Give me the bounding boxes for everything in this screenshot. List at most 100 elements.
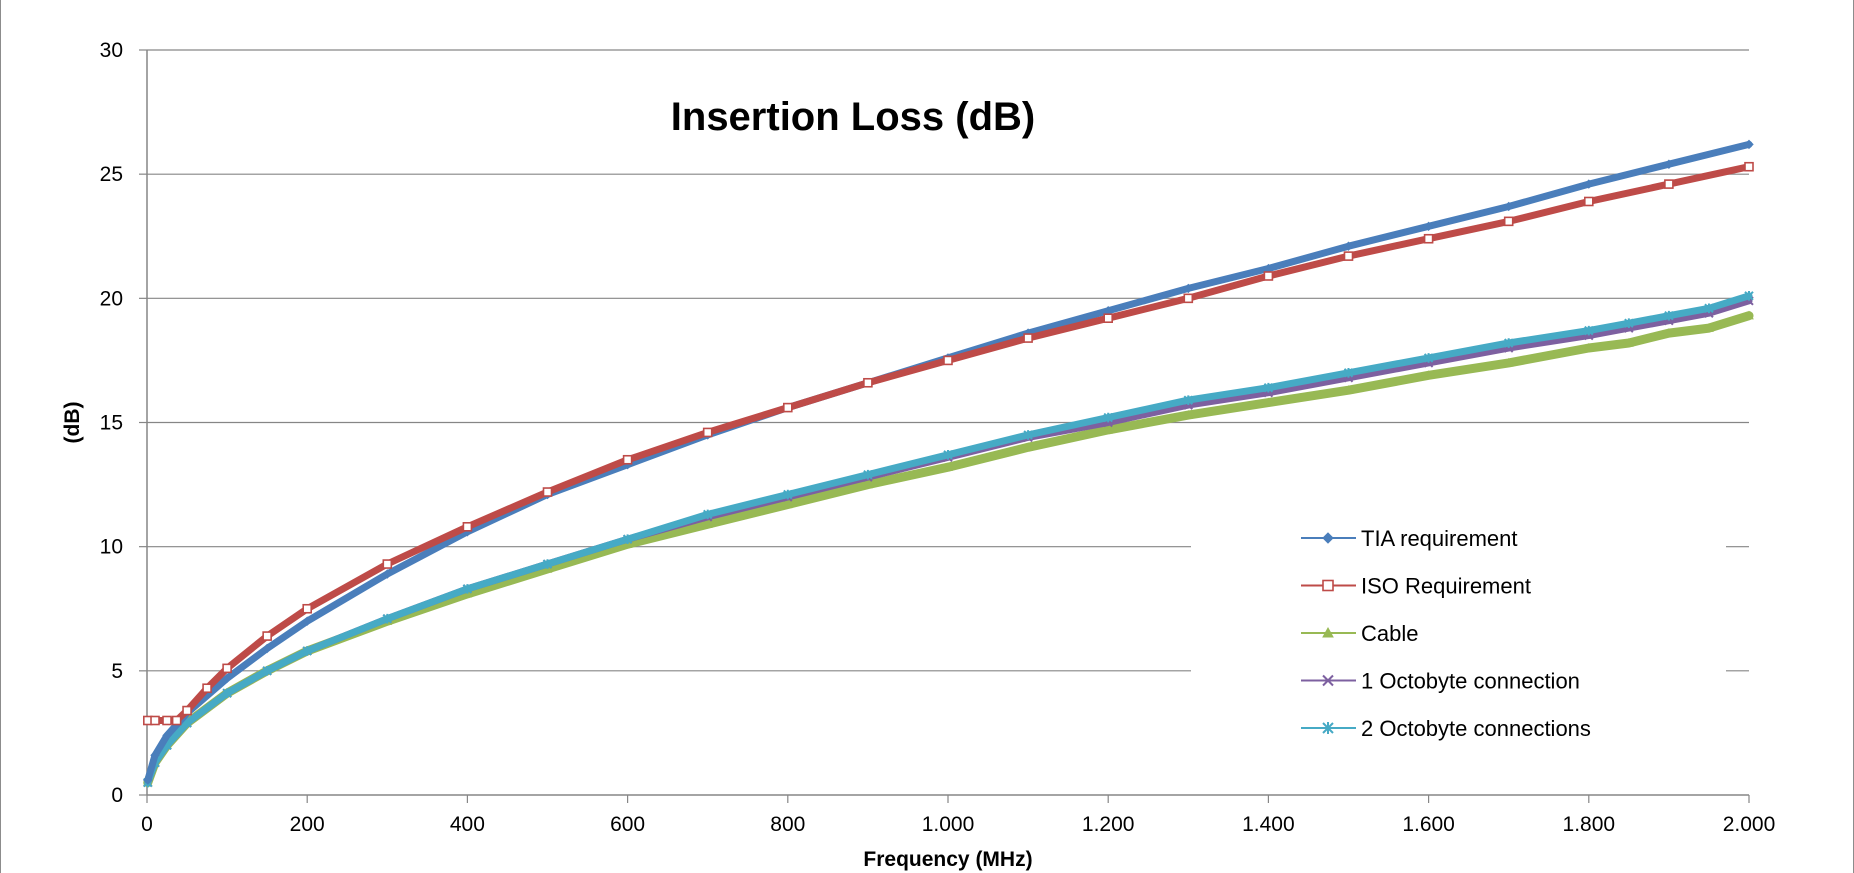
data-point — [542, 559, 553, 569]
data-point — [162, 715, 172, 726]
data-point — [302, 646, 312, 656]
legend-item: 2 Octobyte connections — [1301, 716, 1591, 741]
data-point — [1023, 442, 1033, 452]
y-tick-label: 5 — [111, 660, 123, 683]
x-tick-label: 1.800 — [1563, 813, 1616, 836]
x-tick-label: 1.200 — [1082, 813, 1135, 836]
data-point — [1583, 342, 1594, 352]
data-point — [1263, 382, 1274, 393]
data-point — [1103, 412, 1113, 423]
legend-marker — [1322, 626, 1334, 638]
y-tick-label: 30 — [100, 39, 123, 62]
data-point — [171, 715, 182, 726]
y-tick-labels: 0 5 10 15 20 25 30 — [100, 39, 123, 807]
data-point — [863, 377, 873, 388]
data-point — [1183, 410, 1194, 419]
legend-marker — [1322, 579, 1334, 592]
legend-label: 2 Octobyte connections — [1361, 716, 1591, 741]
data-point — [1343, 241, 1354, 251]
data-point — [1584, 325, 1594, 336]
data-point — [1023, 430, 1033, 440]
x-tick-label: 1.000 — [922, 813, 975, 836]
data-point — [1704, 303, 1714, 314]
y-tick-label: 0 — [111, 784, 123, 807]
data-point — [1263, 271, 1274, 281]
data-point — [182, 705, 192, 716]
data-point — [702, 427, 713, 438]
legend-label: Cable — [1361, 621, 1418, 646]
data-point — [1183, 283, 1194, 294]
x-tick-label: 200 — [290, 813, 325, 836]
data-point — [1624, 338, 1634, 347]
data-point — [702, 509, 713, 520]
data-point — [1744, 139, 1754, 150]
data-point — [702, 519, 713, 529]
data-point — [1263, 397, 1274, 407]
data-point — [222, 688, 232, 698]
data-point — [1023, 333, 1033, 343]
data-point — [1423, 353, 1434, 363]
legend-item: ISO Requirement — [1301, 574, 1531, 599]
series-iso-requirement — [143, 161, 1754, 726]
data-point — [1503, 357, 1514, 367]
data-point — [1704, 323, 1714, 332]
x-tick-label: 600 — [610, 813, 645, 836]
data-point — [143, 775, 153, 785]
data-point — [162, 730, 172, 741]
data-point — [222, 663, 232, 674]
legend-item: 1 Octobyte connection — [1301, 669, 1580, 694]
data-point — [1744, 310, 1754, 320]
data-point — [1343, 368, 1354, 378]
data-point — [1584, 196, 1594, 207]
data-point — [150, 715, 160, 726]
data-point — [462, 584, 473, 594]
data-point — [1343, 251, 1354, 261]
data-point — [382, 569, 393, 579]
data-point — [1744, 291, 1754, 301]
series-lines — [142, 139, 1754, 788]
data-point — [1664, 310, 1674, 321]
data-point — [1584, 179, 1594, 189]
legend-marker — [1322, 532, 1334, 544]
data-point — [382, 613, 393, 624]
data-point — [542, 487, 553, 497]
data-point — [1503, 216, 1514, 227]
series-2-octobyte-connections — [143, 291, 1754, 788]
data-point — [1103, 424, 1114, 434]
x-axis-title: Frequency (MHz) — [863, 848, 1032, 871]
legend-label: ISO Requirement — [1361, 574, 1531, 599]
data-point — [1664, 328, 1674, 337]
y-axis-title: (dB) — [61, 402, 84, 444]
legend-marker — [1322, 722, 1334, 734]
legend-background — [1191, 496, 1726, 744]
data-point — [782, 499, 793, 509]
legend: TIA requirement ISO Requirement Cable 1 Oct… — [1301, 526, 1591, 741]
data-point — [1103, 313, 1113, 324]
data-point — [302, 616, 312, 626]
data-point — [622, 534, 633, 545]
axes — [146, 50, 1749, 796]
data-point — [1423, 221, 1434, 232]
data-point — [1343, 385, 1354, 394]
data-point — [382, 559, 393, 569]
data-point — [1503, 201, 1514, 212]
data-point — [202, 683, 212, 694]
legend-label: TIA requirement — [1361, 526, 1518, 551]
data-point — [262, 631, 272, 641]
data-point — [262, 643, 272, 654]
data-point — [1624, 318, 1634, 328]
data-point — [783, 489, 793, 500]
data-point — [943, 355, 953, 366]
data-point — [1423, 370, 1434, 380]
data-point — [1183, 395, 1194, 405]
legend-label: 1 Octobyte connection — [1361, 669, 1580, 694]
legend-marker — [1322, 674, 1334, 687]
x-tick-label: 2.000 — [1723, 813, 1776, 836]
data-point — [262, 666, 272, 676]
data-point — [782, 402, 793, 413]
data-point — [1664, 179, 1674, 189]
data-point — [1744, 161, 1754, 172]
data-point — [863, 479, 873, 489]
